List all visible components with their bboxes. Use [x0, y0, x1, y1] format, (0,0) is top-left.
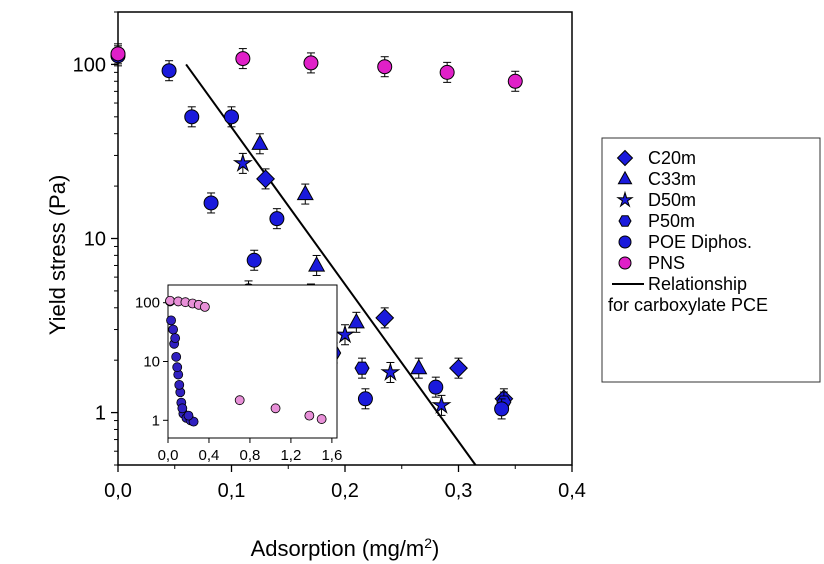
data-point [410, 358, 428, 375]
legend-marker [618, 256, 632, 270]
data-point [303, 55, 319, 71]
data-point [428, 379, 444, 395]
inset-y-tick-label: 10 [143, 354, 160, 371]
data-point [377, 59, 393, 75]
inset-x-tick-label: 0,8 [240, 447, 261, 464]
relationship-line [185, 63, 477, 466]
inset-data-point [234, 395, 245, 406]
data-point [161, 63, 177, 79]
inset-y-tick-label: 100 [135, 295, 160, 312]
data-point [380, 361, 401, 381]
data-point [235, 51, 251, 67]
data-point [308, 256, 326, 272]
x-tick-label: 0,3 [445, 480, 473, 502]
x-tick-label: 0,4 [558, 480, 586, 502]
legend-marker [618, 235, 632, 249]
legend-label: PNS [648, 253, 685, 273]
data-point [269, 211, 285, 227]
inset-data-point [270, 403, 281, 414]
legend-marker [618, 215, 632, 227]
data-point [375, 308, 395, 328]
x-axis-label-main: Adsorption (mg/m [251, 536, 425, 561]
data-point [357, 391, 373, 407]
inset-data-point [177, 403, 188, 414]
legend-marker [616, 190, 634, 208]
data-point [110, 46, 126, 62]
inset-x-tick-label: 1,2 [280, 447, 301, 464]
y-tick-label: 1 [95, 403, 106, 425]
x-tick-label: 0,0 [104, 480, 132, 502]
data-point [431, 394, 452, 414]
data-point [224, 109, 239, 125]
data-point [251, 134, 269, 150]
x-axis-label-end: ) [432, 536, 439, 561]
x-tick-label: 0,2 [331, 480, 359, 502]
x-axis-label: Adsorption (mg/m2) [251, 535, 440, 561]
legend-label: POE Diphos. [648, 232, 752, 252]
y-tick-label: 10 [84, 229, 106, 251]
inset-data-point [171, 351, 182, 362]
inset-data-point [172, 362, 183, 373]
inset-data-point [168, 324, 179, 335]
legend-label: P50m [648, 211, 695, 231]
inset-data-point [166, 315, 176, 326]
inset-plot: 0,0 0,4 0,8 1,2 1,6 1 10 100 [135, 284, 342, 464]
x-axis-label-sup: 2 [424, 535, 432, 551]
inset-data-point [165, 295, 175, 306]
legend-box [601, 137, 821, 383]
data-point [203, 195, 219, 211]
inset-x-tick-label: 0,4 [199, 447, 220, 464]
data-point [232, 152, 253, 172]
data-point [449, 358, 468, 378]
data-point [256, 169, 276, 189]
data-point [184, 109, 200, 125]
x-tick-label: 0,1 [218, 480, 246, 502]
legend-label: C20m [648, 148, 696, 168]
legend-marker [616, 149, 634, 167]
inset-data-point [316, 414, 327, 424]
data-point [507, 73, 523, 89]
data-point [246, 252, 262, 268]
inset-x-tick-label: 0,0 [158, 447, 179, 464]
inset-x-tick-label: 1,6 [321, 447, 342, 464]
inset-data-point [170, 333, 181, 344]
legend-marker [617, 170, 633, 185]
data-point [354, 361, 370, 375]
inset-data-point [199, 301, 210, 312]
legend-label: Relationship [648, 274, 747, 294]
data-point [335, 324, 355, 344]
legend-label-line2: for carboxylate PCE [608, 295, 768, 315]
inset-y-tick-label: 1 [152, 412, 160, 429]
data-point [494, 401, 510, 417]
inset-data-point [304, 410, 315, 421]
inset-data-point [174, 379, 185, 390]
inset-data-point [183, 410, 194, 421]
data-point [347, 312, 365, 329]
data-point [296, 184, 314, 201]
legend-label: C33m [648, 169, 696, 189]
y-axis-label: Yield stress (Pa) [45, 175, 70, 336]
y-tick-label: 100 [73, 54, 106, 76]
data-point [439, 64, 455, 80]
legend-label: D50m [648, 190, 696, 210]
